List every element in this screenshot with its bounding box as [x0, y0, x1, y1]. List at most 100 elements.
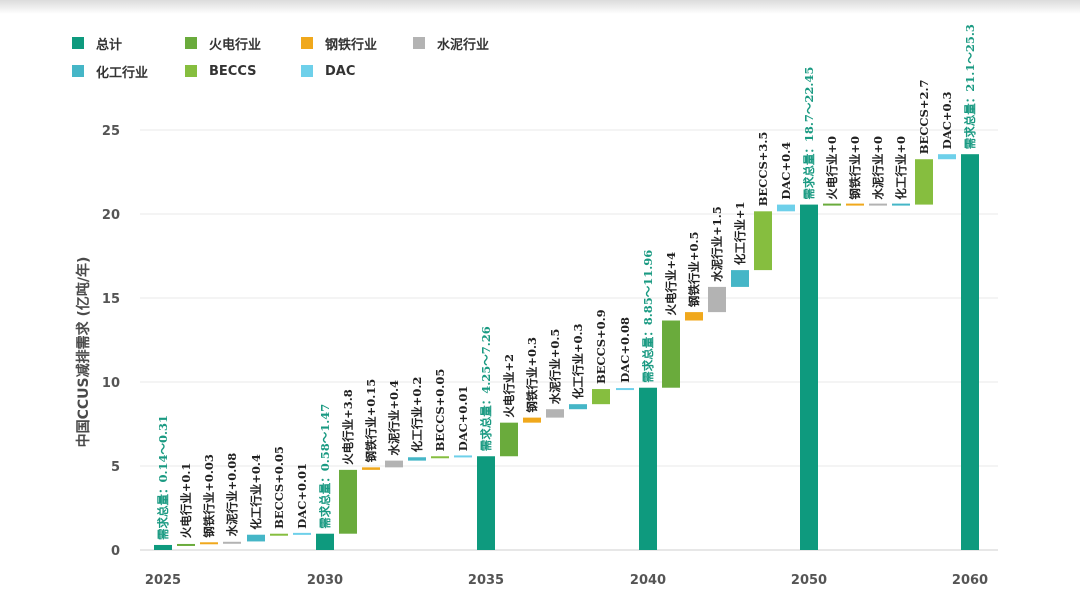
data-label-16: 钢铁行业+0.3 — [525, 337, 539, 413]
bar-35-总计 — [961, 154, 979, 550]
data-label-12: BECCS+0.05 — [433, 369, 447, 452]
legend-label-beccs: BECCS — [209, 63, 257, 79]
data-label-3: 水泥行业+0.08 — [225, 453, 239, 537]
x-tick-label-2060: 2060 — [952, 573, 988, 588]
bar-14-总计 — [477, 456, 495, 550]
bar-13-DAC — [454, 455, 472, 458]
data-label-9: 钢铁行业+0.15 — [364, 379, 378, 463]
legend-item-steel: 钢铁行业 — [301, 34, 378, 53]
data-label-21: 需求总量：8.85～11.96 — [641, 250, 655, 383]
legend-item-dac: DAC — [301, 62, 355, 80]
y-tick-label-20: 20 — [102, 208, 120, 223]
legend-label-total: 总计 — [96, 37, 123, 53]
legend-item-cement: 水泥行业 — [413, 34, 490, 53]
bar-8-火电行业 — [339, 469, 357, 534]
legend-label-dac: DAC — [325, 63, 356, 79]
data-label-23: 钢铁行业+0.5 — [687, 231, 701, 307]
x-tick-label-2025: 2025 — [145, 573, 181, 588]
y-tick-label-0: 0 — [111, 544, 120, 559]
bar-20-DAC — [616, 388, 634, 391]
bar-25-化工行业 — [731, 270, 749, 287]
data-label-29: 火电行业+0 — [825, 136, 839, 200]
legend-swatch-thermal-power — [185, 37, 197, 49]
legend-swatch-steel — [301, 37, 313, 49]
bar-26-BECCS — [754, 211, 772, 271]
data-label-6: DAC+0.01 — [295, 463, 309, 529]
bar-28-总计 — [800, 204, 818, 551]
y-tick-label-25: 25 — [102, 124, 120, 139]
data-label-34: DAC+0.3 — [940, 91, 954, 149]
data-label-13: DAC+0.01 — [456, 386, 470, 452]
bar-1-火电行业 — [177, 543, 195, 546]
data-label-20: DAC+0.08 — [618, 317, 632, 383]
bar-17-水泥行业 — [546, 409, 564, 418]
bar-30-钢铁行业 — [846, 203, 864, 206]
legend-label-steel: 钢铁行业 — [325, 37, 378, 53]
legend-label-cement: 水泥行业 — [437, 37, 490, 53]
bar-15-火电行业 — [500, 422, 518, 457]
legend-swatch-dac — [301, 65, 313, 77]
bar-29-火电行业 — [823, 203, 841, 206]
data-label-32: 化工行业+0 — [894, 136, 908, 200]
bar-22-火电行业 — [662, 320, 680, 388]
data-label-2: 钢铁行业+0.03 — [202, 454, 216, 538]
bar-19-BECCS — [592, 389, 610, 405]
data-label-5: BECCS+0.05 — [272, 446, 286, 529]
bar-7-总计 — [316, 533, 334, 550]
bar-27-DAC — [777, 204, 795, 212]
data-label-8: 火电行业+3.8 — [341, 389, 355, 465]
data-label-22: 火电行业+4 — [664, 252, 678, 316]
bar-31-水泥行业 — [869, 203, 887, 206]
data-label-27: DAC+0.4 — [779, 142, 793, 200]
bar-3-水泥行业 — [223, 541, 241, 544]
y-tick-label-10: 10 — [102, 376, 120, 391]
data-label-18: 化工行业+0.3 — [571, 324, 585, 400]
y-tick-label-15: 15 — [102, 292, 120, 307]
legend-swatch-chemical — [72, 65, 84, 77]
data-label-31: 水泥行业+0 — [871, 136, 885, 200]
bar-32-化工行业 — [892, 203, 910, 206]
data-label-28: 需求总量：18.7～22.45 — [802, 67, 816, 200]
data-label-14: 需求总量：4.25～7.26 — [479, 326, 493, 451]
legend-label-chemical: 化工行业 — [96, 65, 149, 81]
bar-5-BECCS — [270, 533, 288, 536]
data-label-26: BECCS+3.5 — [756, 132, 770, 207]
bar-33-BECCS — [915, 159, 933, 205]
legend-swatch-total — [72, 37, 84, 49]
data-label-15: 火电行业+2 — [502, 354, 516, 418]
data-label-30: 钢铁行业+0 — [848, 136, 862, 200]
bar-10-水泥行业 — [385, 460, 403, 468]
legend-label-thermal-power: 火电行业 — [209, 37, 262, 53]
legend-item-beccs: BECCS — [185, 62, 256, 80]
bar-4-化工行业 — [247, 534, 265, 542]
legend-swatch-beccs — [185, 65, 197, 77]
bar-18-化工行业 — [569, 404, 587, 410]
bar-12-BECCS — [431, 456, 449, 459]
x-tick-label-2040: 2040 — [630, 573, 666, 588]
bar-16-钢铁行业 — [523, 417, 541, 423]
top-shadow-bar — [0, 0, 1080, 14]
legend-swatch-cement — [413, 37, 425, 49]
data-label-35: 需求总量：21.1～25.3 — [963, 24, 977, 149]
bar-11-化工行业 — [408, 457, 426, 461]
x-tick-label-2030: 2030 — [307, 573, 343, 588]
data-label-19: BECCS+0.9 — [594, 309, 608, 384]
data-label-0: 需求总量：0.14～0.31 — [156, 415, 170, 540]
legend-item-chemical: 化工行业 — [72, 62, 149, 81]
bar-23-钢铁行业 — [685, 312, 703, 321]
legend-item-thermal-power: 火电行业 — [185, 34, 262, 53]
bar-6-DAC — [293, 532, 311, 535]
data-label-4: 化工行业+0.4 — [249, 454, 263, 530]
data-label-11: 化工行业+0.2 — [410, 377, 424, 453]
y-axis-label: 中国CCUS减排需求 (亿吨/年) — [75, 257, 92, 448]
bar-2-钢铁行业 — [200, 542, 218, 545]
data-label-33: BECCS+2.7 — [917, 79, 931, 154]
bar-9-钢铁行业 — [362, 467, 380, 470]
bar-24-水泥行业 — [708, 286, 726, 313]
bar-34-DAC — [938, 154, 956, 160]
data-label-1: 火电行业+0.1 — [179, 463, 193, 539]
data-label-24: 水泥行业+1.5 — [710, 206, 724, 282]
legend-item-total: 总计 — [72, 34, 123, 53]
data-label-7: 需求总量：0.58～1.47 — [318, 404, 332, 529]
